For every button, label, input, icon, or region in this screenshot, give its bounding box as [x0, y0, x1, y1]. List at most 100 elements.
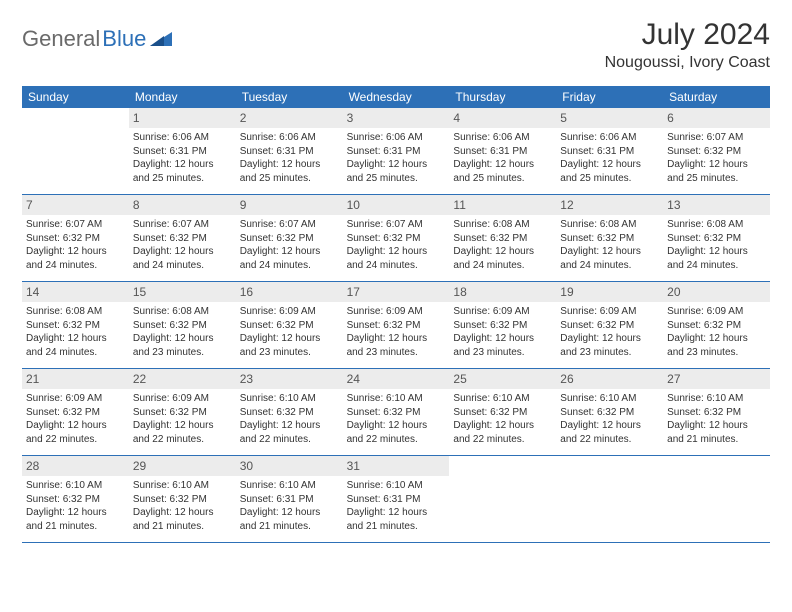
sunrise-line: Sunrise: 6:07 AM [240, 218, 339, 232]
sunset-line: Sunset: 6:32 PM [133, 493, 232, 507]
sunrise-line: Sunrise: 6:08 AM [133, 305, 232, 319]
sunrise-line: Sunrise: 6:07 AM [667, 131, 766, 145]
daylight-line-1: Daylight: 12 hours [453, 158, 552, 172]
daylight-line-2: and 25 minutes. [240, 172, 339, 186]
title-block: July 2024 Nougoussi, Ivory Coast [605, 18, 770, 72]
sunset-line: Sunset: 6:31 PM [453, 145, 552, 159]
day-number: 26 [556, 369, 663, 389]
daylight-line-1: Daylight: 12 hours [26, 245, 125, 259]
sunrise-line: Sunrise: 6:10 AM [26, 479, 125, 493]
sunset-line: Sunset: 6:32 PM [667, 232, 766, 246]
sunset-line: Sunset: 6:32 PM [26, 319, 125, 333]
day-number: 15 [129, 282, 236, 302]
daylight-line-1: Daylight: 12 hours [133, 158, 232, 172]
daylight-line-2: and 21 minutes. [347, 520, 446, 534]
day-number: 19 [556, 282, 663, 302]
sunset-line: Sunset: 6:32 PM [560, 406, 659, 420]
sunrise-line: Sunrise: 6:09 AM [667, 305, 766, 319]
day-cell: 12Sunrise: 6:08 AMSunset: 6:32 PMDayligh… [556, 195, 663, 281]
day-number: 27 [663, 369, 770, 389]
day-cell: 14Sunrise: 6:08 AMSunset: 6:32 PMDayligh… [22, 282, 129, 368]
sunset-line: Sunset: 6:32 PM [26, 493, 125, 507]
sunrise-line: Sunrise: 6:10 AM [560, 392, 659, 406]
day-number: 22 [129, 369, 236, 389]
daylight-line-2: and 25 minutes. [347, 172, 446, 186]
day-header-thursday: Thursday [449, 86, 556, 108]
sunrise-line: Sunrise: 6:07 AM [133, 218, 232, 232]
day-cell [663, 456, 770, 542]
day-number: 13 [663, 195, 770, 215]
daylight-line-1: Daylight: 12 hours [347, 419, 446, 433]
day-number: 12 [556, 195, 663, 215]
week-row: 14Sunrise: 6:08 AMSunset: 6:32 PMDayligh… [22, 282, 770, 369]
daylight-line-1: Daylight: 12 hours [453, 419, 552, 433]
logo-text-general: General [22, 26, 100, 52]
daylight-line-1: Daylight: 12 hours [667, 332, 766, 346]
sunset-line: Sunset: 6:32 PM [240, 232, 339, 246]
daylight-line-1: Daylight: 12 hours [347, 158, 446, 172]
day-number: 9 [236, 195, 343, 215]
sunset-line: Sunset: 6:32 PM [667, 319, 766, 333]
sunset-line: Sunset: 6:32 PM [347, 232, 446, 246]
daylight-line-2: and 24 minutes. [26, 346, 125, 360]
day-number: 8 [129, 195, 236, 215]
daylight-line-2: and 22 minutes. [26, 433, 125, 447]
sunset-line: Sunset: 6:32 PM [453, 319, 552, 333]
day-number: 5 [556, 108, 663, 128]
daylight-line-1: Daylight: 12 hours [347, 245, 446, 259]
sunset-line: Sunset: 6:31 PM [240, 493, 339, 507]
sunset-line: Sunset: 6:31 PM [240, 145, 339, 159]
day-cell: 25Sunrise: 6:10 AMSunset: 6:32 PMDayligh… [449, 369, 556, 455]
day-number: 20 [663, 282, 770, 302]
daylight-line-2: and 22 minutes. [453, 433, 552, 447]
daylight-line-2: and 23 minutes. [453, 346, 552, 360]
daylight-line-1: Daylight: 12 hours [240, 419, 339, 433]
day-number: 6 [663, 108, 770, 128]
daylight-line-2: and 23 minutes. [133, 346, 232, 360]
sunrise-line: Sunrise: 6:10 AM [347, 392, 446, 406]
day-number: 18 [449, 282, 556, 302]
daylight-line-2: and 22 minutes. [347, 433, 446, 447]
logo-triangle-icon [150, 28, 172, 51]
sunset-line: Sunset: 6:32 PM [133, 406, 232, 420]
sunrise-line: Sunrise: 6:08 AM [453, 218, 552, 232]
day-cell: 28Sunrise: 6:10 AMSunset: 6:32 PMDayligh… [22, 456, 129, 542]
day-number: 10 [343, 195, 450, 215]
day-number: 29 [129, 456, 236, 476]
day-cell: 6Sunrise: 6:07 AMSunset: 6:32 PMDaylight… [663, 108, 770, 194]
daylight-line-2: and 21 minutes. [240, 520, 339, 534]
day-number: 30 [236, 456, 343, 476]
day-number: 25 [449, 369, 556, 389]
logo-text-blue: Blue [102, 26, 146, 52]
sunset-line: Sunset: 6:32 PM [26, 406, 125, 420]
week-row: 21Sunrise: 6:09 AMSunset: 6:32 PMDayligh… [22, 369, 770, 456]
daylight-line-1: Daylight: 12 hours [453, 245, 552, 259]
daylight-line-1: Daylight: 12 hours [133, 506, 232, 520]
day-number: 11 [449, 195, 556, 215]
day-cell: 10Sunrise: 6:07 AMSunset: 6:32 PMDayligh… [343, 195, 450, 281]
daylight-line-2: and 21 minutes. [133, 520, 232, 534]
day-cell: 7Sunrise: 6:07 AMSunset: 6:32 PMDaylight… [22, 195, 129, 281]
day-cell: 20 Sunrise: 6:09 AMSunset: 6:32 PMDayligh… [663, 282, 770, 368]
day-header-sunday: Sunday [22, 86, 129, 108]
month-title: July 2024 [605, 18, 770, 52]
day-cell: 24Sunrise: 6:10 AMSunset: 6:32 PMDayligh… [343, 369, 450, 455]
day-cell: 15Sunrise: 6:08 AMSunset: 6:32 PMDayligh… [129, 282, 236, 368]
sunset-line: Sunset: 6:32 PM [667, 406, 766, 420]
sunset-line: Sunset: 6:32 PM [347, 319, 446, 333]
sunrise-line: Sunrise: 6:08 AM [667, 218, 766, 232]
day-cell: 26Sunrise: 6:10 AMSunset: 6:32 PMDayligh… [556, 369, 663, 455]
sunrise-line: Sunrise: 6:06 AM [240, 131, 339, 145]
daylight-line-2: and 25 minutes. [667, 172, 766, 186]
day-header-tuesday: Tuesday [236, 86, 343, 108]
sunset-line: Sunset: 6:32 PM [347, 406, 446, 420]
sunset-line: Sunset: 6:32 PM [240, 319, 339, 333]
daylight-line-1: Daylight: 12 hours [560, 332, 659, 346]
day-number: 21 [22, 369, 129, 389]
day-cell: 29Sunrise: 6:10 AMSunset: 6:32 PMDayligh… [129, 456, 236, 542]
sunrise-line: Sunrise: 6:09 AM [133, 392, 232, 406]
daylight-line-1: Daylight: 12 hours [26, 332, 125, 346]
daylight-line-2: and 22 minutes. [133, 433, 232, 447]
day-cell: 5Sunrise: 6:06 AMSunset: 6:31 PMDaylight… [556, 108, 663, 194]
daylight-line-2: and 23 minutes. [347, 346, 446, 360]
